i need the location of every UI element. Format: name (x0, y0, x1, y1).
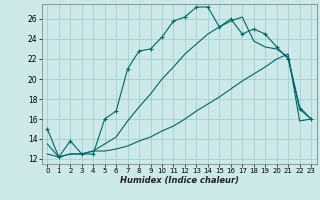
X-axis label: Humidex (Indice chaleur): Humidex (Indice chaleur) (120, 176, 239, 185)
